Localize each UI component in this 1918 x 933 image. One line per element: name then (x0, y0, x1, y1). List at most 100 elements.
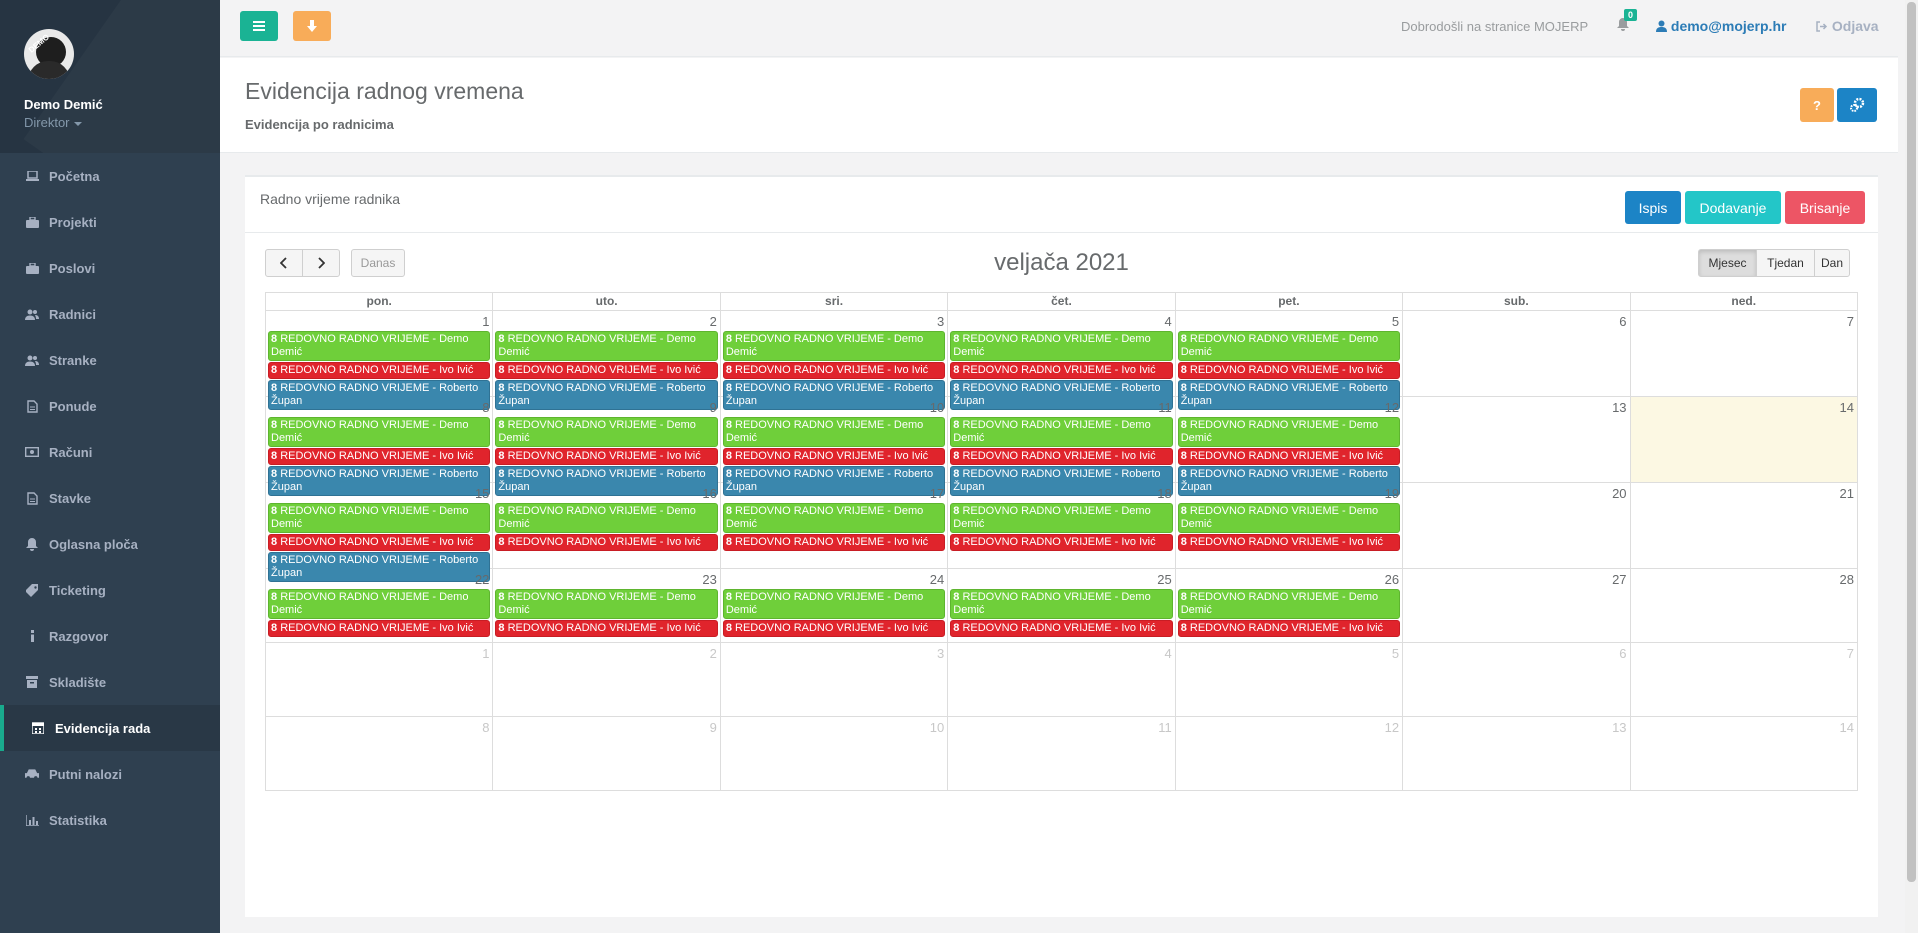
calendar-event[interactable]: 8 REDOVNO RADNO VRIJEME - Demo Demić (268, 331, 491, 361)
calendar-event[interactable]: 8 REDOVNO RADNO VRIJEME - Ivo Ivić (722, 448, 946, 465)
calendar-event[interactable]: 8 REDOVNO RADNO VRIJEME - Demo Demić (950, 589, 1173, 619)
calendar-event[interactable]: 8 REDOVNO RADNO VRIJEME - Demo Demić (268, 503, 491, 533)
day-number[interactable]: 22 (474, 572, 490, 587)
view-day-button[interactable]: Dan (1814, 249, 1850, 277)
calendar-event[interactable]: 8 REDOVNO RADNO VRIJEME - Demo Demić (722, 331, 946, 361)
calendar-event[interactable]: 8 REDOVNO RADNO VRIJEME - Ivo Ivić (950, 362, 1173, 379)
calendar-event[interactable]: 8 REDOVNO RADNO VRIJEME - Demo Demić (1177, 503, 1401, 533)
day-number[interactable]: 8 (482, 400, 490, 415)
cogs-icon[interactable] (1849, 97, 1865, 113)
calendar-day[interactable]: 8 (266, 717, 494, 791)
calendar-event[interactable]: 8 REDOVNO RADNO VRIJEME - Ivo Ivić (950, 534, 1173, 551)
day-number[interactable]: 26 (1384, 572, 1400, 587)
arrow-down-icon[interactable] (306, 20, 318, 32)
calendar-day[interactable]: 25 8 REDOVNO RADNO VRIJEME - Demo Demić 8 … (948, 569, 1176, 643)
calendar-day[interactable]: 10 8 REDOVNO RADNO VRIJEME - Demo Demić 8 … (720, 397, 949, 496)
calendar-day[interactable]: 7 (1630, 643, 1858, 717)
sidebar-item-ponude[interactable]: Ponude (0, 383, 220, 429)
calendar-day[interactable]: 1 (266, 643, 494, 717)
day-number[interactable]: 11 (1158, 720, 1172, 735)
page-scrollbar[interactable] (1905, 0, 1918, 933)
today-button[interactable]: Danas (351, 249, 405, 277)
day-number[interactable]: 20 (1612, 486, 1627, 501)
sidebar-item-računi[interactable]: Računi (0, 429, 220, 475)
calendar-day[interactable]: 17 8 REDOVNO RADNO VRIJEME - Demo Demić 8 … (720, 483, 949, 569)
calendar-event[interactable]: 8 REDOVNO RADNO VRIJEME - Roberto Župan (722, 466, 946, 496)
calendar-event[interactable]: 8 REDOVNO RADNO VRIJEME - Roberto Župan (268, 552, 491, 582)
calendar-event[interactable]: 8 REDOVNO RADNO VRIJEME - Roberto Župan (722, 380, 946, 410)
calendar-day[interactable]: 21 (1630, 483, 1858, 569)
calendar-event[interactable]: 8 REDOVNO RADNO VRIJEME - Ivo Ivić (268, 534, 491, 551)
calendar-event[interactable]: 8 REDOVNO RADNO VRIJEME - Ivo Ivić (722, 620, 946, 637)
day-number[interactable]: 18 (1157, 486, 1172, 501)
calendar-event[interactable]: 8 REDOVNO RADNO VRIJEME - Ivo Ivić (495, 620, 718, 637)
calendar-day[interactable]: 6 (1403, 643, 1631, 717)
prev-month-button[interactable] (265, 249, 303, 277)
profile-role-dropdown[interactable]: Direktor (24, 115, 220, 130)
day-number[interactable]: 10 (929, 400, 945, 415)
day-number[interactable]: 28 (1839, 572, 1854, 587)
day-number[interactable]: 7 (1846, 646, 1854, 661)
calendar-event[interactable]: 8 REDOVNO RADNO VRIJEME - Ivo Ivić (722, 534, 946, 551)
sidebar-item-skladište[interactable]: Skladište (0, 659, 220, 705)
sidebar-item-razgovor[interactable]: Razgovor (0, 613, 220, 659)
day-number[interactable]: 7 (1846, 314, 1854, 329)
calendar-day[interactable]: 4 (948, 643, 1176, 717)
calendar-day[interactable]: 2 (493, 643, 721, 717)
add-button[interactable]: Dodavanje (1685, 191, 1781, 224)
calendar-day[interactable]: 19 8 REDOVNO RADNO VRIJEME - Demo Demić 8 … (1175, 483, 1404, 569)
calendar-day[interactable]: 13 (1403, 717, 1631, 791)
day-number[interactable]: 2 (709, 314, 717, 329)
day-number[interactable]: 3 (937, 646, 945, 661)
calendar-event[interactable]: 8 REDOVNO RADNO VRIJEME - Demo Demić (722, 417, 946, 447)
calendar-event[interactable]: 8 REDOVNO RADNO VRIJEME - Demo Demić (1177, 589, 1401, 619)
settings-button[interactable] (1837, 88, 1877, 122)
day-number[interactable]: 17 (929, 486, 945, 501)
day-number[interactable]: 4 (1164, 646, 1172, 661)
calendar-day[interactable]: 11 8 REDOVNO RADNO VRIJEME - Demo Demić 8 … (948, 397, 1176, 496)
calendar-event[interactable]: 8 REDOVNO RADNO VRIJEME - Demo Demić (268, 589, 491, 619)
calendar-day[interactable]: 14 (1630, 397, 1858, 483)
hamburger-icon[interactable] (253, 21, 265, 31)
day-number[interactable]: 23 (702, 572, 717, 587)
sidebar-item-stranke[interactable]: Stranke (0, 337, 220, 383)
calendar-event[interactable]: 8 REDOVNO RADNO VRIJEME - Ivo Ivić (722, 362, 946, 379)
day-number[interactable]: 2 (709, 646, 717, 661)
profile-role[interactable]: Direktor (24, 115, 70, 130)
delete-button[interactable]: Brisanje (1785, 191, 1865, 224)
day-number[interactable]: 13 (1612, 720, 1627, 735)
download-button[interactable] (293, 11, 331, 41)
avatar[interactable]: DEMO (24, 29, 74, 79)
sidebar-item-radnici[interactable]: Radnici (0, 291, 220, 337)
sidebar-item-evidencija-rada[interactable]: Evidencija rada (0, 705, 220, 751)
calendar-day[interactable]: 5 (1175, 643, 1404, 717)
day-number[interactable]: 21 (1839, 486, 1854, 501)
day-number[interactable]: 1 (482, 314, 490, 329)
day-number[interactable]: 14 (1839, 720, 1854, 735)
calendar-day[interactable]: 7 (1630, 311, 1858, 397)
calendar-event[interactable]: 8 REDOVNO RADNO VRIJEME - Ivo Ivić (1177, 362, 1401, 379)
logout-link[interactable]: Odjava (1816, 18, 1879, 34)
calendar-day[interactable]: 26 8 REDOVNO RADNO VRIJEME - Demo Demić 8 … (1175, 569, 1404, 643)
calendar-day[interactable]: 13 (1403, 397, 1631, 483)
calendar-day[interactable]: 24 8 REDOVNO RADNO VRIJEME - Demo Demić 8 … (720, 569, 949, 643)
calendar-day[interactable]: 9 (493, 717, 721, 791)
calendar-event[interactable]: 8 REDOVNO RADNO VRIJEME - Ivo Ivić (268, 362, 491, 379)
calendar-event[interactable]: 8 REDOVNO RADNO VRIJEME - Demo Demić (1177, 331, 1401, 361)
calendar-day[interactable]: 1 8 REDOVNO RADNO VRIJEME - Demo Demić 8 R… (266, 311, 494, 410)
calendar-event[interactable]: 8 REDOVNO RADNO VRIJEME - Demo Demić (1177, 417, 1401, 447)
sidebar-item-putni-nalozi[interactable]: Putni nalozi (0, 751, 220, 797)
user-email[interactable]: demo@mojerp.hr (1670, 18, 1787, 34)
calendar-event[interactable]: 8 REDOVNO RADNO VRIJEME - Demo Demić (495, 417, 718, 447)
calendar-day[interactable]: 18 8 REDOVNO RADNO VRIJEME - Demo Demić 8 … (948, 483, 1176, 569)
day-number[interactable]: 12 (1384, 720, 1400, 735)
logout-label[interactable]: Odjava (1831, 18, 1879, 34)
calendar-event[interactable]: 8 REDOVNO RADNO VRIJEME - Roberto Župan (268, 466, 491, 496)
calendar-event[interactable]: 8 REDOVNO RADNO VRIJEME - Demo Demić (950, 417, 1173, 447)
sidebar-item-stavke[interactable]: Stavke (0, 475, 220, 521)
day-number[interactable]: 9 (709, 720, 717, 735)
